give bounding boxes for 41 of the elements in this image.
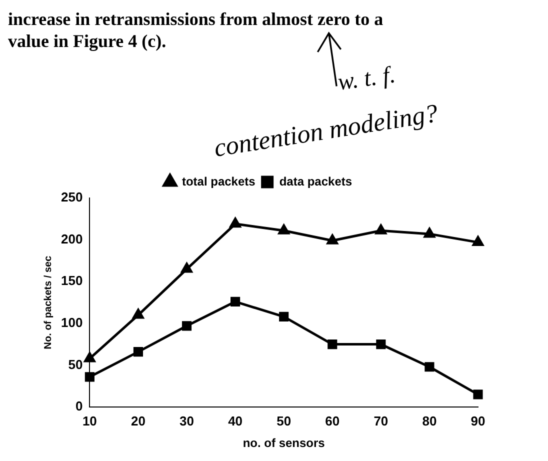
y-tick-label: 250 xyxy=(60,190,83,205)
x-tick-label: 50 xyxy=(276,413,292,428)
x-tick-label: 30 xyxy=(180,413,194,428)
legend-label: total packets xyxy=(182,174,256,188)
point xyxy=(132,308,144,319)
x-tick-label: 70 xyxy=(374,413,388,428)
text: contention modeling? xyxy=(212,98,440,164)
text: value in Figure 4 (c). xyxy=(8,30,166,52)
x-axis-title: no. of sensors xyxy=(242,436,326,450)
y-tick-label: 50 xyxy=(68,356,83,372)
point xyxy=(230,218,241,228)
x-tick-label: 90 xyxy=(470,413,486,428)
y-tick-label: 200 xyxy=(60,231,83,246)
y-tick-label: 150 xyxy=(60,273,83,288)
x-tick-label: 10 xyxy=(82,413,97,428)
point xyxy=(376,340,386,350)
point xyxy=(472,236,484,246)
legend-label: data packets xyxy=(279,174,352,188)
point xyxy=(328,340,338,350)
point xyxy=(326,234,338,244)
x-tick-label: 40 xyxy=(228,413,243,428)
point xyxy=(133,347,144,357)
point xyxy=(424,362,434,372)
point xyxy=(279,312,289,322)
y-tick-label: 100 xyxy=(60,314,83,330)
point xyxy=(182,321,192,331)
text: increase in retransmissions from almost zero to a xyxy=(8,8,384,30)
point xyxy=(230,296,240,306)
y-tick-label: 0 xyxy=(75,398,83,414)
point xyxy=(473,390,483,400)
point xyxy=(278,224,290,234)
text: w. t. f. xyxy=(336,62,398,97)
x-tick-label: 20 xyxy=(130,413,146,428)
point xyxy=(84,372,94,382)
y-axis-title: No. of packets / sec xyxy=(42,255,54,350)
x-tick-label: 60 xyxy=(325,413,340,428)
point xyxy=(84,352,96,362)
point xyxy=(375,224,387,234)
point xyxy=(424,228,436,238)
x-tick-label: 80 xyxy=(422,413,437,428)
point xyxy=(181,262,192,273)
